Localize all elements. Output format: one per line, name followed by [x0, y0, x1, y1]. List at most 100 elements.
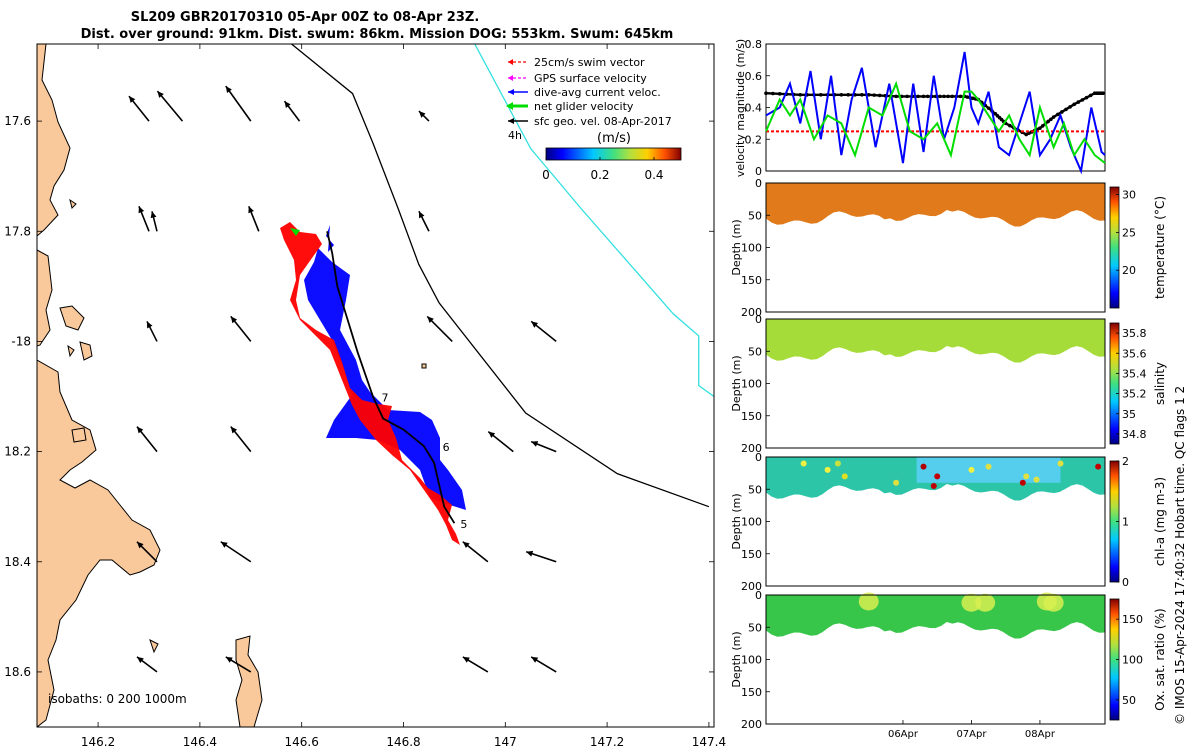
velocity-ytick-label: 0.2	[745, 133, 763, 146]
section-colorbar-label: chl-a (mg m-3)	[1153, 477, 1167, 566]
day-marker-label: 7	[382, 392, 389, 405]
legend-swim-label: 25cm/s swim vector	[534, 56, 645, 69]
velocity-sfc-point	[1008, 123, 1012, 128]
mainland-coast	[37, 44, 71, 237]
surface-vector	[220, 541, 252, 563]
surface-vector	[525, 550, 557, 563]
section-ylabel: Depth (m)	[730, 493, 743, 549]
speed-colorbar	[545, 147, 682, 161]
map-xtick-label: 146.2	[81, 735, 115, 749]
surface-vector	[418, 110, 430, 122]
current-velocity-fan	[304, 248, 466, 510]
legend-time-label: 4h	[508, 129, 522, 142]
map-xtick-label: 147.2	[590, 735, 624, 749]
surface-vector	[462, 541, 489, 563]
section-ytick-label: 150	[741, 410, 762, 423]
section-colorbar-tick-label: 0	[1122, 576, 1129, 589]
map-xtick-label: 147.4	[692, 735, 726, 749]
section-ytick-label: 50	[748, 345, 762, 358]
section-ytick-label: 100	[741, 654, 762, 667]
velocity-ytick-label: 0.6	[745, 70, 763, 83]
section-ytick-label: 150	[741, 686, 762, 699]
section-field	[766, 319, 1105, 363]
map-xtick-label: 146.6	[285, 735, 319, 749]
speed-colorbar-tick-label: 0	[542, 168, 550, 182]
section-chl-spot	[1019, 479, 1026, 486]
island	[235, 635, 263, 727]
velocity-sfc-point	[965, 95, 970, 99]
surface-vector	[136, 426, 158, 453]
section-colorbar-tick-label: 35.4	[1122, 367, 1147, 380]
surface-vector	[146, 321, 158, 342]
velocity-sfc-point	[894, 94, 898, 99]
map-xtick-label: 147	[494, 735, 517, 749]
section-ytick-label: 50	[748, 209, 762, 222]
map-xtick-label: 146.4	[183, 735, 217, 749]
velocity-sfc-point	[764, 91, 768, 96]
title-line-2: Dist. over ground: 91km. Dist. swum: 86k…	[81, 27, 674, 42]
surface-vector	[530, 320, 557, 343]
section-colorbar-tick-label: 30	[1122, 189, 1136, 202]
section-colorbar-tick-label: 1	[1122, 516, 1129, 529]
velocity-sfc-point	[916, 94, 920, 99]
section-ytick-label: 50	[748, 483, 762, 496]
surface-vector	[230, 426, 252, 453]
section-colorbar-tick-label: 25	[1122, 226, 1136, 239]
island	[59, 305, 85, 331]
section-chl-spot	[800, 460, 807, 467]
velocity-sfc-point	[1076, 100, 1081, 104]
map-frame	[36, 43, 715, 728]
section-ylabel: Depth (m)	[730, 631, 743, 687]
section-ytick-label: 200	[741, 718, 762, 731]
velocity-sfc-point	[798, 93, 803, 97]
salinity-section: 0 50 100 150 200 Depth (m) 35.8 35.6 35.4 35.2 35 3…	[730, 313, 1167, 455]
section-colorbar	[1109, 186, 1120, 309]
velocity-sfc-point	[1024, 132, 1029, 137]
section-colorbar-label: Ox. sat. ratio (%)	[1153, 608, 1167, 710]
section-chl-spot	[934, 473, 941, 480]
surface-vector	[136, 656, 158, 673]
velocity-sfc-point	[1051, 115, 1056, 119]
surface-vector	[248, 205, 260, 232]
island	[71, 427, 87, 443]
day-marker-label: 6	[443, 441, 450, 454]
section-ytick-label: 200	[741, 442, 762, 455]
legend-gps-label: GPS surface velocity	[534, 72, 647, 85]
velocity-ylabel: velocity magnitude (m/s)	[734, 39, 747, 177]
surface-vector	[487, 430, 514, 453]
map-ytick-label: 18.2	[4, 445, 31, 459]
temperature-section: 0 50 100 150 200 Depth (m) 30 25 20 temperature (…	[730, 177, 1167, 319]
section-colorbar-label: salinity	[1153, 362, 1167, 405]
hinchinbrook-island	[37, 359, 161, 727]
legend-glider-label: net glider velocity	[534, 100, 634, 113]
velocity-sfc-point	[872, 93, 877, 97]
velocity-sfc-point	[938, 94, 942, 99]
velocity-sfc-point	[1101, 91, 1105, 96]
glider-track-map: 5 6 7 25cm/s swim vector GPS surface veloc…	[4, 43, 726, 749]
section-field	[766, 595, 1105, 639]
velocity-sfc-point	[1049, 117, 1053, 122]
velocity-series-line	[765, 80, 1106, 164]
surface-vector	[283, 100, 301, 122]
section-ytick-label: 200	[741, 306, 762, 319]
legend-swim-arrowhead	[508, 59, 513, 65]
net-velocity-marker	[290, 228, 300, 236]
speed-colorbar-ticks: 0 0.2 0.4	[542, 157, 664, 182]
surface-vector	[426, 315, 453, 343]
velocity-ytick-label: 0.8	[745, 38, 763, 51]
velocity-series-line	[765, 51, 1106, 175]
section-chl-spot	[841, 473, 848, 480]
velocity-sfc-point	[846, 93, 850, 97]
chlorophyll-section: 0 50 100 150 200 Depth (m) 2 1 0 chl-a (mg m-3)	[730, 451, 1167, 593]
velocity-panel: 0 0.2 0.4 0.6 0.8 velocity magnitude (m/s)	[734, 38, 1106, 178]
velocity-sfc-point	[1040, 124, 1045, 128]
section-ytick-label: 0	[755, 177, 762, 190]
section-ytick-label: 50	[748, 621, 762, 634]
velocity-sfc-point	[921, 94, 926, 99]
velocity-series	[764, 51, 1106, 175]
section-colorbar	[1109, 322, 1120, 445]
swim-vector-fan	[280, 222, 460, 545]
section-colorbar-tick-label: 150	[1122, 613, 1143, 626]
island	[69, 198, 77, 209]
